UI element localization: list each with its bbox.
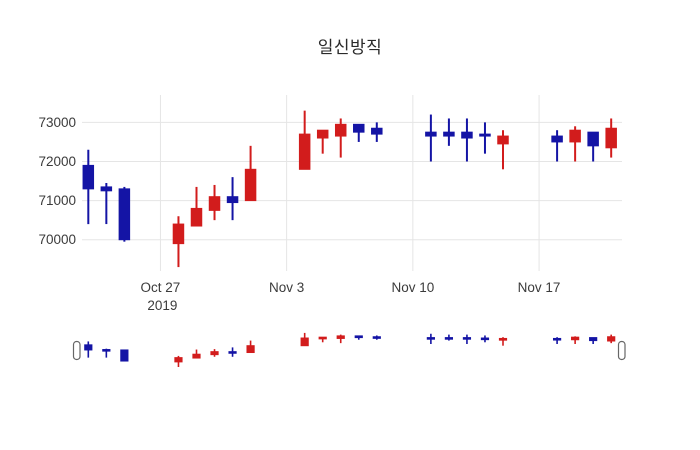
candle bbox=[443, 118, 455, 146]
candle bbox=[118, 186, 131, 242]
candle-body bbox=[118, 188, 131, 241]
mini-candle-body bbox=[426, 337, 435, 340]
candle-body bbox=[587, 131, 599, 147]
candle bbox=[569, 126, 581, 162]
mini-candle-body bbox=[84, 344, 93, 351]
mini-candle-body bbox=[552, 337, 562, 341]
candle bbox=[461, 118, 473, 162]
x-tick-label: Oct 27 bbox=[141, 280, 181, 295]
candle-body bbox=[605, 127, 617, 149]
candle-body bbox=[316, 129, 329, 139]
mini-candle-body bbox=[318, 336, 327, 340]
candle bbox=[497, 130, 509, 170]
candle-body bbox=[569, 129, 581, 143]
candle-body bbox=[226, 196, 239, 204]
candle-body bbox=[334, 123, 347, 137]
y-tick-label: 71000 bbox=[38, 193, 76, 208]
mini-candle-body bbox=[120, 349, 129, 362]
candle bbox=[605, 118, 617, 158]
candle bbox=[551, 130, 563, 162]
mini-candle-body bbox=[300, 337, 309, 347]
candle bbox=[298, 110, 311, 170]
candle bbox=[334, 118, 347, 158]
candle-body bbox=[443, 131, 455, 137]
mini-candle-body bbox=[354, 335, 363, 339]
y-tick-label: 72000 bbox=[38, 154, 76, 169]
candle bbox=[425, 114, 437, 162]
mini-candle-body bbox=[444, 337, 454, 340]
candle-body bbox=[425, 131, 437, 137]
candle-body bbox=[208, 196, 221, 211]
candle-body bbox=[461, 131, 473, 139]
rangeslider-handle-left[interactable] bbox=[72, 340, 81, 361]
candle bbox=[371, 122, 383, 142]
mini-candle-body bbox=[571, 336, 580, 341]
x-tick-label: Nov 10 bbox=[391, 280, 434, 295]
mini-candle-body bbox=[102, 349, 111, 352]
candle-body bbox=[82, 164, 95, 190]
candle bbox=[587, 131, 599, 162]
mini-candle-body bbox=[246, 345, 255, 354]
candle-body bbox=[172, 223, 185, 245]
mini-candle-body bbox=[336, 335, 345, 339]
candle bbox=[353, 123, 365, 142]
candle bbox=[172, 216, 185, 268]
x-tick-year-label: 2019 bbox=[147, 298, 177, 313]
candle-body bbox=[371, 127, 383, 135]
candle-body bbox=[551, 135, 563, 143]
candle-body bbox=[100, 186, 113, 192]
mini-candle-body bbox=[228, 351, 237, 354]
candle bbox=[226, 177, 239, 221]
mini-candle-body bbox=[607, 336, 616, 342]
rangeslider-handle-right[interactable] bbox=[617, 340, 626, 361]
plot-area[interactable] bbox=[82, 95, 622, 271]
candle bbox=[316, 129, 329, 154]
mini-candle-body bbox=[480, 337, 490, 341]
mini-candle-body bbox=[192, 353, 201, 359]
mini-candle-body bbox=[462, 337, 472, 340]
rangeslider[interactable] bbox=[84, 332, 616, 367]
candle bbox=[82, 149, 95, 225]
mini-candle-body bbox=[589, 337, 598, 342]
candle-body bbox=[479, 133, 491, 137]
mini-candle-body bbox=[210, 351, 219, 356]
candle bbox=[190, 186, 203, 227]
candle bbox=[208, 184, 221, 221]
mini-candle-body bbox=[372, 336, 381, 339]
candle-body bbox=[298, 133, 311, 170]
candle-body bbox=[244, 168, 257, 202]
x-tick-label: Nov 17 bbox=[518, 280, 561, 295]
y-tick-label: 73000 bbox=[38, 115, 76, 130]
mini-candle-body bbox=[498, 337, 508, 341]
candle bbox=[100, 183, 113, 225]
candle-body bbox=[497, 135, 509, 145]
chart-title: 일신방직 bbox=[317, 38, 383, 57]
candle bbox=[244, 145, 257, 202]
candle bbox=[479, 122, 491, 154]
candle-body bbox=[190, 207, 203, 227]
mini-candle-body bbox=[174, 357, 183, 363]
y-tick-label: 70000 bbox=[38, 232, 76, 247]
candle-body bbox=[353, 123, 365, 133]
x-tick-label: Nov 3 bbox=[269, 280, 304, 295]
